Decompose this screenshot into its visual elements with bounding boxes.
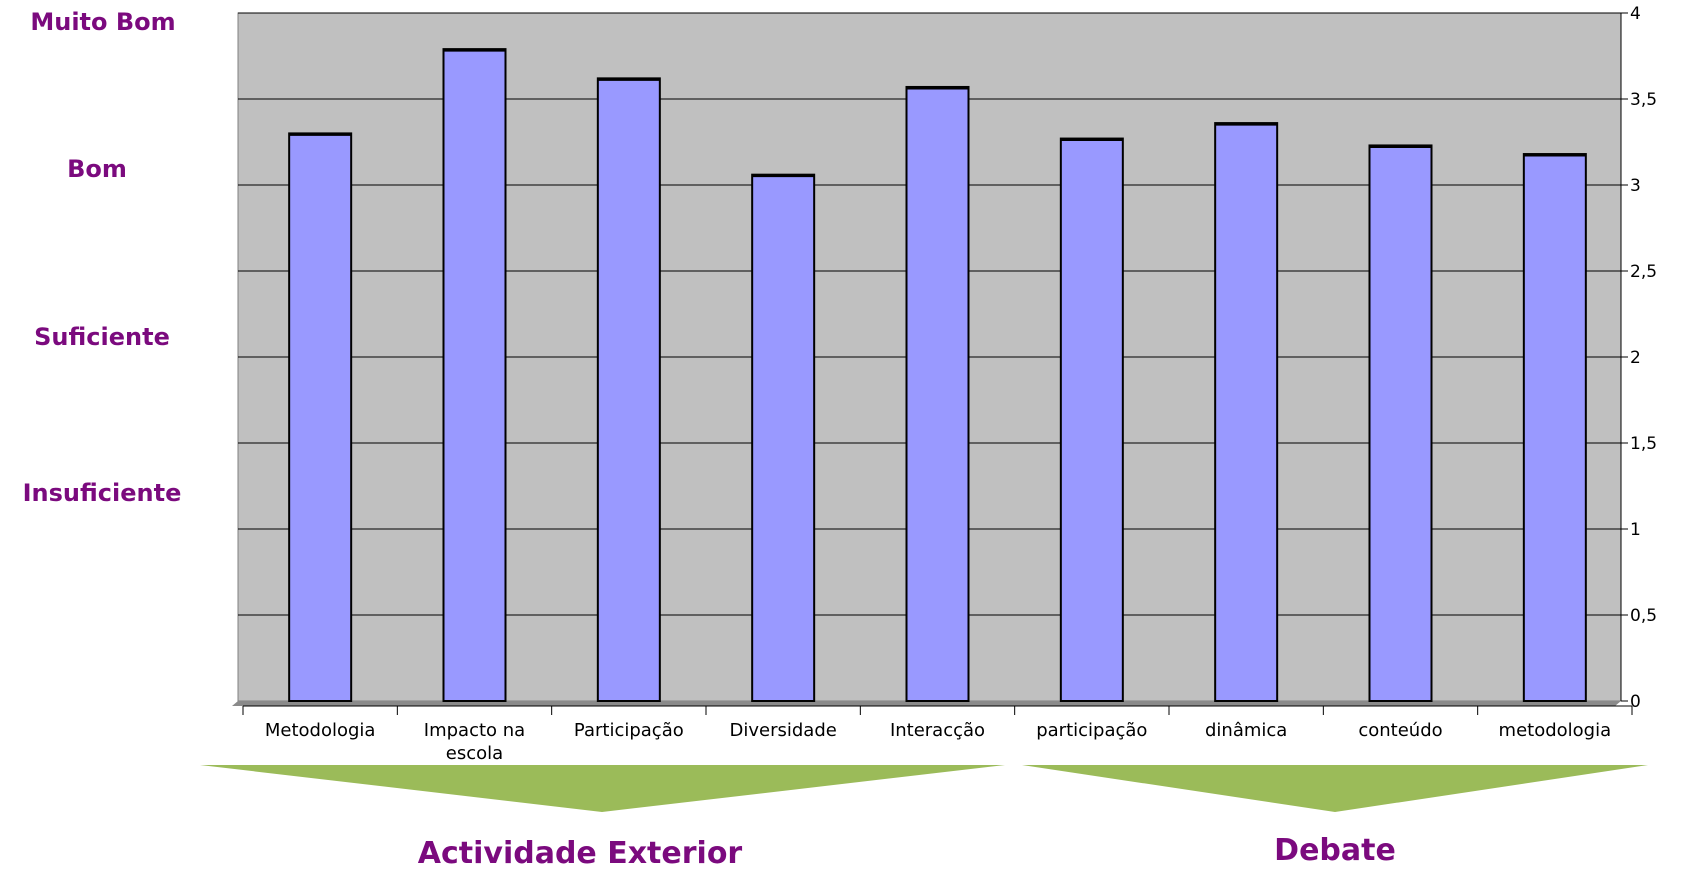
x-tick-label: Impacto na escola: [424, 720, 525, 764]
group-arrow-actividade-exterior: [200, 765, 1005, 812]
rating-label-insuficiente: Insuficiente: [22, 479, 182, 507]
x-tick-label: dinâmica: [1205, 720, 1287, 741]
bar: [596, 77, 661, 703]
x-tick-label: Metodologia: [265, 720, 376, 741]
bar: [288, 132, 353, 702]
bar: [905, 85, 970, 702]
y-tick-label: 1,5: [1630, 434, 1657, 454]
bar: [442, 48, 507, 703]
group-label-debate: Debate: [1274, 833, 1396, 868]
plot-floor: [232, 701, 1621, 706]
y-tick-label: 2: [1630, 348, 1641, 368]
bar: [1522, 153, 1587, 703]
group-arrow-debate: [1022, 765, 1648, 812]
y-tick-label: 4: [1630, 4, 1641, 24]
x-tick-label: metodologia: [1499, 720, 1612, 741]
rating-label-bom: Bom: [67, 155, 127, 183]
bar: [1368, 144, 1433, 702]
bar: [1059, 137, 1124, 702]
x-tick-label: Interacção: [890, 720, 985, 741]
y-tick-label: 1: [1630, 520, 1641, 540]
group-label-actividade-exterior: Actividade Exterior: [417, 836, 743, 871]
bar: [751, 173, 816, 702]
rating-label-muito-bom: Muito Bom: [30, 8, 176, 36]
y-tick-label: 2,5: [1630, 262, 1657, 282]
y-tick-label: 0: [1630, 692, 1641, 712]
bar: [1214, 122, 1279, 702]
x-tick-label: conteúdo: [1358, 720, 1442, 741]
rating-label-suficiente: Suficiente: [34, 323, 170, 351]
x-tick-label: participação: [1036, 720, 1147, 741]
y-tick-label: 0,5: [1630, 606, 1657, 626]
x-tick-label: Participação: [574, 720, 684, 741]
x-tick-label: Diversidade: [730, 720, 837, 741]
y-tick-label: 3,5: [1630, 90, 1657, 110]
y-tick-label: 3: [1630, 176, 1641, 196]
